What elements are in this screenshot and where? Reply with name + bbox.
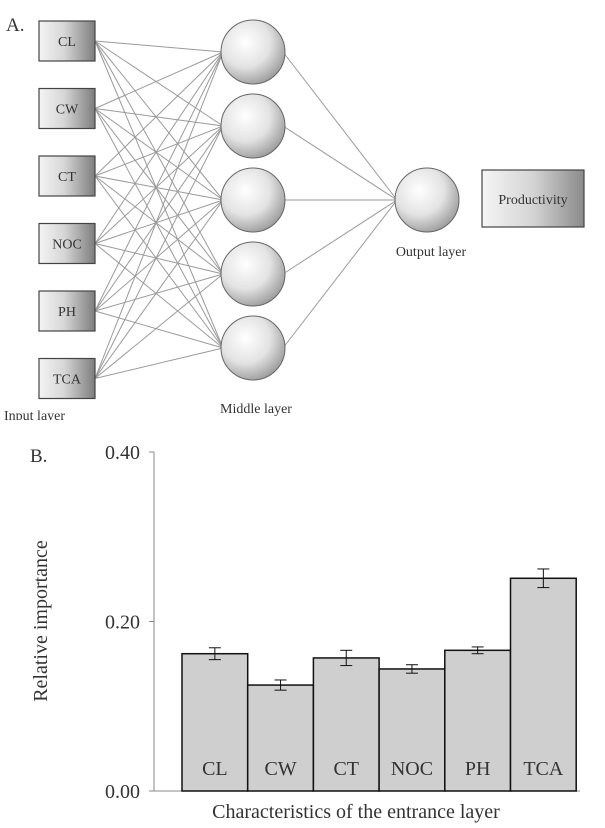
network-diagram: A. CL CW CT NOC PH TCA Productivity Input lay… (4, 15, 585, 420)
connection-line (282, 199, 398, 275)
bars: CL CW CT NOC PH TCA (181, 568, 577, 792)
middle-node (220, 19, 286, 85)
input-node-box (38, 87, 96, 130)
connection-line (94, 175, 224, 275)
y-axis-ticks: 0.00 0.20 0.40 (105, 442, 154, 803)
bar (509, 577, 577, 792)
connection-line (94, 199, 224, 379)
y-tick-label: 0.40 (105, 442, 140, 464)
bar (246, 684, 315, 792)
connection-line (94, 108, 224, 275)
middle-node (220, 93, 286, 159)
connection-line (94, 108, 224, 201)
connection-line (94, 243, 224, 349)
connection-line (94, 347, 224, 379)
productivity-label: Productivity (498, 193, 567, 208)
connection-line (94, 125, 224, 177)
connection-line (94, 175, 224, 349)
category-label: NOC (391, 758, 433, 780)
category-label: CL (202, 758, 228, 780)
middle-layer-caption: Middle layer (220, 402, 292, 417)
panel-b-letter: B. (30, 446, 47, 467)
connection-line (94, 125, 224, 244)
connection-line (94, 199, 224, 244)
input-node-box (38, 222, 96, 265)
middle-node (220, 241, 286, 307)
connection-line (94, 243, 224, 275)
input-node-label: TCA (53, 373, 82, 388)
connection-line (94, 199, 224, 312)
input-node-label: CL (58, 35, 76, 50)
input-node-box (38, 357, 96, 400)
output-layer-caption: Output layer (396, 245, 467, 260)
panel-a-letter: A. (6, 15, 24, 36)
connection-line (94, 175, 224, 201)
connection-line (94, 51, 224, 312)
y-axis-label: Relative importance (30, 540, 52, 702)
input-node-box (38, 20, 96, 62)
bar (312, 657, 380, 792)
input-node-label: PH (58, 305, 76, 320)
connection-line (94, 40, 224, 275)
category-label: PH (465, 758, 491, 780)
connection-line (282, 51, 398, 201)
y-tick-label: 0.20 (105, 612, 140, 634)
input-layer-caption: Input layer (4, 409, 65, 420)
middle-node (220, 315, 286, 381)
y-tick-label: 0.00 (105, 781, 140, 803)
middle-layer-nodes (220, 19, 286, 381)
bar (444, 649, 512, 792)
connection-line (94, 310, 224, 349)
x-axis-label: Characteristics of the entrance layer (212, 801, 500, 823)
connection-line (94, 51, 224, 379)
connection-line (94, 108, 224, 349)
input-node-label: NOC (52, 238, 82, 253)
connection-lines (94, 40, 398, 379)
connection-line (94, 51, 224, 244)
connection-line (94, 40, 224, 349)
input-layer-nodes: CL CW CT NOC PH TCA (38, 20, 96, 400)
category-label: TCA (523, 758, 564, 780)
input-node-box (38, 155, 96, 197)
bar (378, 668, 446, 792)
input-node-box (38, 290, 96, 332)
connection-line (94, 273, 224, 312)
middle-node (220, 167, 286, 233)
input-node-label: CT (58, 170, 76, 185)
connection-line (94, 51, 224, 109)
connection-line (94, 40, 224, 127)
connection-line (282, 199, 398, 349)
connection-line (282, 125, 398, 201)
input-node-label: CW (56, 103, 79, 118)
connection-line (94, 40, 224, 201)
connection-line (94, 51, 224, 177)
connection-line (94, 125, 224, 312)
connection-line (94, 108, 224, 127)
productivity-box (481, 169, 585, 228)
connection-line (94, 40, 224, 53)
category-label: CW (264, 758, 296, 780)
category-label: CT (333, 758, 359, 780)
output-node (394, 167, 460, 233)
connection-line (94, 273, 224, 379)
bar (181, 652, 249, 792)
connection-line (94, 125, 224, 379)
